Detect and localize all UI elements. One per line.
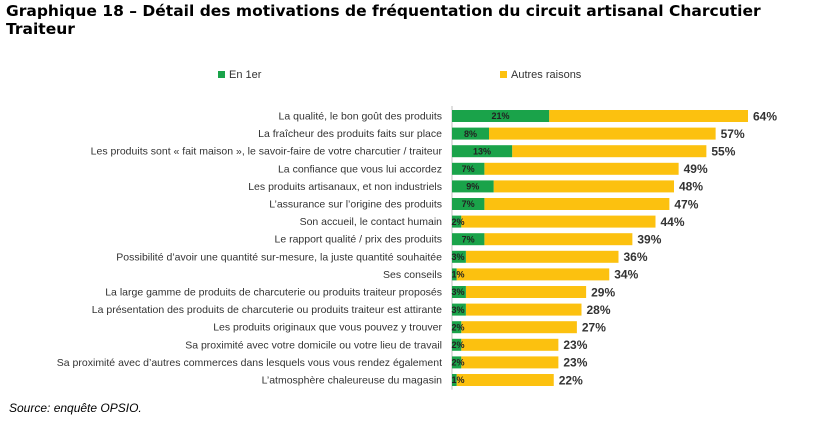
bar-autres-raisons (465, 303, 582, 316)
data-label-en-1er: 7% (462, 164, 475, 174)
bar-en-1er (452, 338, 462, 351)
category-label: Les produits sont « fait maison », le sa… (91, 146, 443, 158)
category-label: Ses conseils (383, 269, 442, 281)
data-label-total: 47% (674, 197, 698, 211)
bar-autres-raisons (461, 321, 577, 334)
bar-autres-raisons (489, 127, 716, 140)
data-label-total: 23% (563, 356, 587, 370)
data-label-total: 49% (684, 162, 708, 176)
category-label: Possibilité d’avoir une quantité sur-mes… (116, 251, 442, 263)
data-label-en-1er: 8% (464, 129, 477, 139)
data-label-en-1er: 1% (451, 375, 464, 385)
data-label-total: 55% (711, 145, 735, 159)
bar-en-1er (452, 303, 466, 316)
category-label: La qualité, le bon goût des produits (279, 111, 442, 123)
data-label-en-1er: 2% (451, 340, 464, 350)
bar-en-1er (452, 215, 462, 228)
legend-label-first: En 1er (229, 69, 262, 81)
data-label-en-1er: 13% (473, 146, 491, 156)
category-label: Les produits artisanaux, et non industri… (248, 181, 442, 193)
bar-en-1er (452, 180, 494, 193)
data-label-en-1er: 2% (451, 322, 464, 332)
category-label: Les produits originaux que vous pouvez y… (213, 322, 442, 334)
data-label-en-1er: 3% (451, 305, 464, 315)
bar-en-1er (452, 145, 513, 158)
data-label-en-1er: 1% (451, 270, 464, 280)
data-label-total: 22% (559, 373, 583, 387)
bar-en-1er (452, 268, 457, 281)
data-label-en-1er: 2% (451, 358, 464, 368)
data-label-en-1er: 7% (462, 199, 475, 209)
legend-label-other: Autres raisons (511, 69, 582, 81)
legend-swatch-first (218, 71, 225, 78)
data-label-total: 39% (637, 233, 661, 247)
category-label: Sa proximité avec d’autres commerces dan… (57, 357, 442, 369)
category-label: Sa proximité avec votre domicile ou votr… (185, 339, 442, 351)
category-label: La fraîcheur des produits faits sur plac… (258, 128, 442, 140)
bar-en-1er (452, 127, 489, 140)
data-label-total: 36% (624, 250, 648, 264)
category-label: La confiance que vous lui accordez (278, 163, 442, 175)
data-label-en-1er: 7% (462, 234, 475, 244)
data-label-total: 29% (591, 285, 615, 299)
bar-autres-raisons (484, 162, 679, 175)
bar-en-1er (452, 162, 485, 175)
source-note: Source: enquête OPSIO. (9, 401, 142, 415)
bar-en-1er (452, 374, 457, 386)
bar-autres-raisons (461, 338, 559, 351)
bar-autres-raisons (456, 374, 554, 386)
bar-autres-raisons (465, 250, 619, 263)
bar-autres-raisons (461, 356, 559, 369)
bar-en-1er (452, 356, 462, 369)
bar-autres-raisons (484, 198, 670, 210)
bar-autres-raisons (465, 286, 587, 298)
bar-en-1er (452, 321, 462, 334)
bar-en-1er (452, 110, 550, 122)
bar-en-1er (452, 233, 485, 246)
bar-autres-raisons (461, 215, 656, 228)
legend-swatch-other (500, 71, 507, 78)
bar-en-1er (452, 286, 466, 298)
category-label: L’assurance sur l’origine des produits (269, 199, 442, 211)
data-label-en-1er: 21% (492, 111, 510, 121)
data-label-total: 44% (661, 215, 685, 229)
data-label-total: 48% (679, 180, 703, 194)
data-label-total: 23% (563, 338, 587, 352)
data-label-total: 34% (614, 268, 638, 282)
bar-autres-raisons (484, 233, 633, 246)
bar-en-1er (452, 198, 485, 210)
category-label: L’atmosphère chaleureuse du magasin (262, 375, 443, 387)
bar-en-1er (452, 250, 466, 263)
data-label-en-1er: 3% (451, 252, 464, 262)
data-label-total: 57% (721, 127, 745, 141)
category-label: La présentation des produits de charcute… (92, 304, 442, 316)
category-label: Son accueil, le contact humain (300, 216, 443, 228)
category-label: La large gamme de produits de charcuteri… (105, 287, 442, 299)
bar-autres-raisons (493, 180, 674, 193)
bar-autres-raisons (512, 145, 707, 158)
data-label-total: 27% (582, 321, 606, 335)
category-label: Le rapport qualité / prix des produits (274, 234, 442, 246)
data-label-total: 64% (753, 109, 777, 123)
data-label-en-1er: 2% (451, 217, 464, 227)
bar-autres-raisons (456, 268, 610, 281)
chart-title: Graphique 18 – Détail des motivations de… (6, 2, 761, 38)
data-label-en-1er: 9% (466, 182, 479, 192)
bar-autres-raisons (549, 110, 748, 122)
data-label-total: 28% (587, 303, 611, 317)
data-label-en-1er: 3% (451, 287, 464, 297)
